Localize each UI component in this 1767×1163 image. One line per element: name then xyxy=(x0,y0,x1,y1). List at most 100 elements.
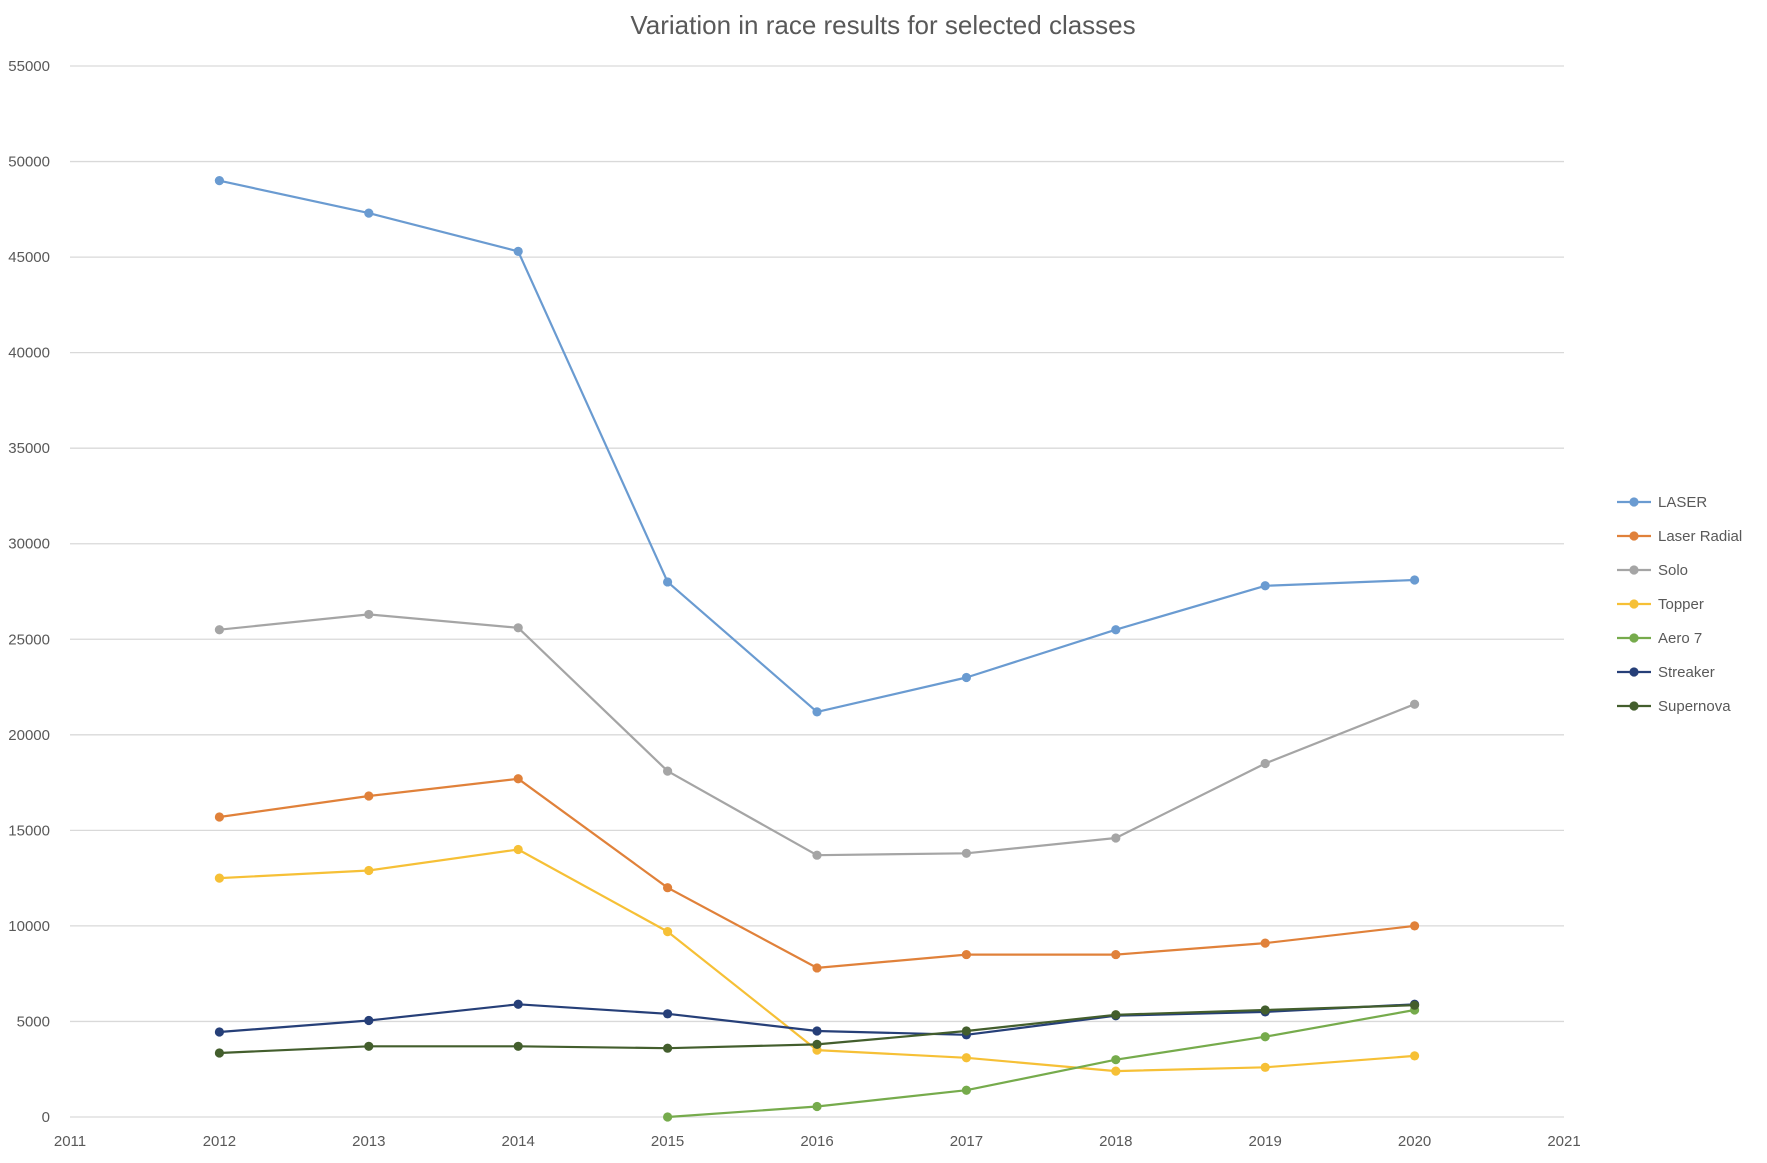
data-point xyxy=(364,865,374,876)
data-point xyxy=(214,625,224,635)
legend-label: Solo xyxy=(1658,562,1688,579)
data-point xyxy=(1260,581,1270,591)
data-point xyxy=(214,873,224,883)
data-point xyxy=(1111,1010,1121,1020)
data-point xyxy=(1260,1062,1270,1072)
data-point xyxy=(364,791,374,801)
y-tick-label: 50000 xyxy=(8,154,50,171)
data-point xyxy=(1410,1051,1420,1061)
data-point xyxy=(812,1039,822,1049)
series-line xyxy=(667,1008,1415,1119)
x-tick-label: 2011 xyxy=(54,1133,86,1150)
legend-label: Aero 7 xyxy=(1658,630,1702,647)
legend-item: Aero 7 xyxy=(1617,630,1702,647)
data-point xyxy=(1410,699,1420,709)
series-lines xyxy=(214,176,1420,1122)
data-point xyxy=(663,766,673,776)
x-tick-label: 2012 xyxy=(203,1133,236,1150)
data-point xyxy=(214,176,224,186)
legend-label: LASER xyxy=(1658,494,1707,511)
y-tick-label: 40000 xyxy=(8,345,50,362)
data-point xyxy=(513,999,523,1009)
y-tick-label: 25000 xyxy=(8,631,50,648)
y-tick-label: 35000 xyxy=(8,440,50,457)
y-tick-label: 15000 xyxy=(8,822,50,839)
data-point xyxy=(812,1101,822,1112)
data-point xyxy=(364,609,374,620)
y-tick-label: 0 xyxy=(42,1109,50,1126)
data-point xyxy=(513,1041,523,1051)
data-point xyxy=(663,927,673,937)
x-tick-label: 2014 xyxy=(502,1133,535,1150)
data-point xyxy=(812,707,822,717)
legend-swatch-marker xyxy=(1629,531,1639,541)
series-solo xyxy=(214,609,1420,860)
legend-label: Laser Radial xyxy=(1658,528,1742,545)
data-point xyxy=(663,883,673,893)
data-point xyxy=(364,208,374,218)
data-point xyxy=(812,850,822,860)
data-point xyxy=(513,774,523,784)
data-point xyxy=(1260,938,1270,948)
data-point xyxy=(812,1026,822,1036)
data-point xyxy=(961,672,972,683)
series-supernova xyxy=(214,1000,1420,1058)
data-point xyxy=(1260,1005,1270,1015)
data-point xyxy=(1111,1066,1121,1076)
legend-item: LASER xyxy=(1617,494,1707,511)
series-streaker xyxy=(214,999,1420,1040)
data-point xyxy=(1260,758,1270,769)
data-point xyxy=(364,1015,374,1026)
data-point xyxy=(812,963,822,973)
y-tick-label: 10000 xyxy=(8,918,50,935)
y-axis-ticks: 0 5000 10000 15000 20000 25000 30000 35000 40000… xyxy=(8,58,50,1126)
x-tick-label: 2019 xyxy=(1249,1133,1282,1150)
data-point xyxy=(1410,921,1420,931)
legend-swatch-marker xyxy=(1629,633,1639,643)
x-tick-label: 2020 xyxy=(1398,1133,1431,1150)
data-point xyxy=(1410,1000,1420,1010)
data-point xyxy=(513,844,523,855)
x-tick-label: 2015 xyxy=(651,1133,684,1150)
data-point xyxy=(961,1026,972,1036)
x-tick-label: 2017 xyxy=(950,1133,983,1150)
legend-item: Streaker xyxy=(1617,664,1715,681)
data-point xyxy=(1260,1032,1270,1042)
data-point xyxy=(214,812,224,822)
legend-label: Supernova xyxy=(1658,698,1731,715)
data-point xyxy=(663,1009,673,1019)
series-laser xyxy=(214,176,1420,717)
data-point xyxy=(1111,625,1121,635)
x-tick-label: 2013 xyxy=(352,1133,385,1150)
x-tick-label: 2016 xyxy=(800,1133,833,1150)
legend-swatch-marker xyxy=(1629,599,1639,609)
x-tick-label: 2018 xyxy=(1099,1133,1132,1150)
data-point xyxy=(961,848,972,858)
legend-swatch-marker xyxy=(1629,667,1639,677)
y-tick-label: 30000 xyxy=(8,536,50,553)
data-point xyxy=(513,246,523,256)
data-point xyxy=(1111,1055,1121,1065)
data-point xyxy=(663,1043,673,1053)
y-tick-label: 5000 xyxy=(17,1013,50,1030)
series-line xyxy=(219,848,1415,1073)
legend-item: Topper xyxy=(1617,596,1704,613)
data-point xyxy=(663,1112,673,1122)
legend-swatch-marker xyxy=(1629,565,1639,575)
data-point xyxy=(1111,949,1121,960)
data-point xyxy=(1111,833,1121,843)
series-topper xyxy=(214,844,1420,1076)
gridlines xyxy=(70,65,1564,1118)
legend: LASER Laser Radial Solo Topper Aero 7 Streake… xyxy=(1617,494,1742,715)
data-point xyxy=(961,1053,972,1063)
y-tick-label: 45000 xyxy=(8,249,50,266)
series-laser-radial xyxy=(214,774,1420,973)
legend-label: Topper xyxy=(1658,596,1704,613)
x-tick-label: 2021 xyxy=(1547,1133,1580,1150)
y-tick-label: 20000 xyxy=(8,727,50,744)
series-line xyxy=(219,777,1415,970)
data-point xyxy=(214,1048,224,1058)
data-point xyxy=(1410,575,1420,585)
data-point xyxy=(961,1085,972,1095)
